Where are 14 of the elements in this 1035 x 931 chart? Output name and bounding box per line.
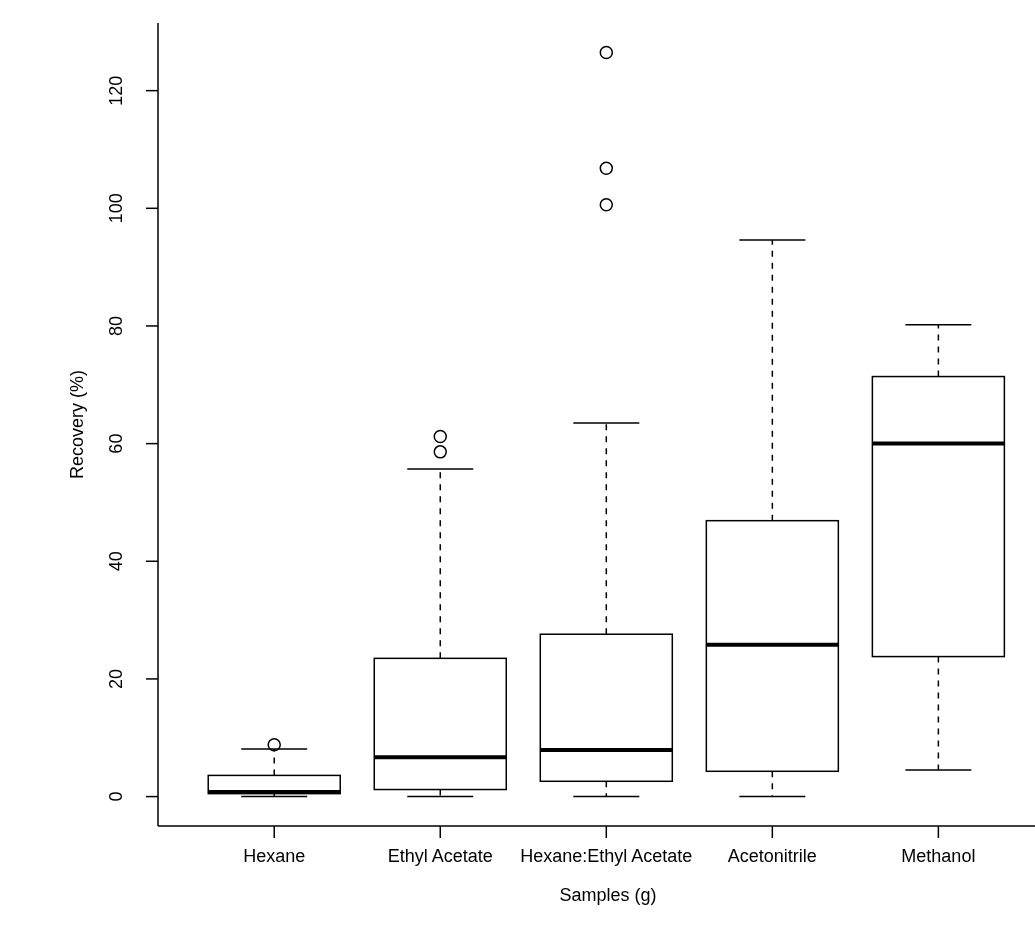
y-tick-label: 120 — [106, 75, 126, 106]
y-axis-title: Recovery (%) — [67, 369, 87, 480]
x-tick-label: Acetonitrile — [727, 846, 817, 866]
y-tick-label: 100 — [106, 193, 126, 224]
y-tick-label: 20 — [106, 668, 126, 689]
x-tick-label: Hexane:Ethyl Acetate — [520, 846, 693, 866]
x-tick-label: Ethyl Acetate — [387, 846, 493, 866]
y-tick-label: 40 — [106, 551, 126, 572]
y-tick-label: 0 — [106, 791, 126, 802]
y-tick-label: 80 — [106, 315, 126, 336]
x-tick-label: Hexane — [243, 846, 306, 866]
y-tick-label: 60 — [106, 433, 126, 454]
x-axis-title: Samples (g) — [559, 885, 657, 905]
x-tick-label: Methanol — [901, 846, 976, 866]
